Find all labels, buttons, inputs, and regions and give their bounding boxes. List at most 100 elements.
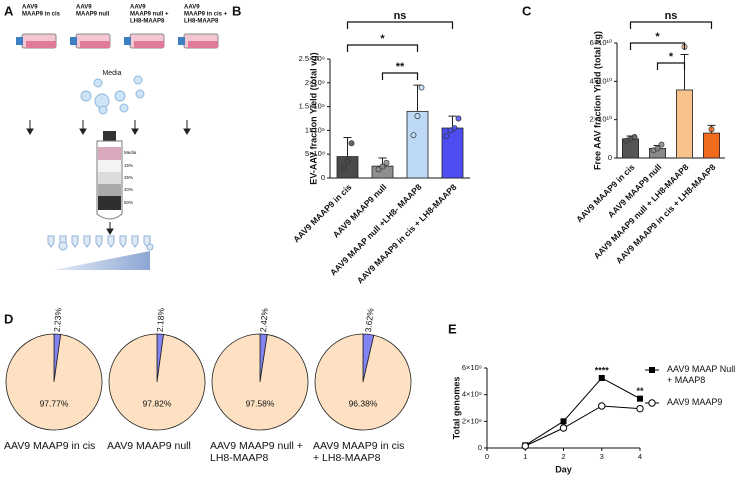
flask-label: MAAP9 in cis (22, 12, 61, 18)
pie-caption: AAV9 MAAP9 in cis + LH8-MAAP8 (313, 440, 405, 464)
pie-slice (211, 333, 309, 431)
pie-caption: AAV9 MAAP9 in cis (4, 440, 96, 452)
x-tick-label: 4 (638, 452, 642, 461)
pie-value-label: 97.58% (246, 398, 275, 408)
flask-label: MAAP9 in cis + (184, 12, 228, 18)
significance-label: * (380, 33, 385, 45)
significance-label: **** (595, 365, 610, 375)
pie-caption: AAV9 MAAP9 null (107, 440, 191, 452)
data-point (344, 158, 351, 165)
gradient-label: 40% (124, 187, 133, 192)
y-tick-label: 1.5×10⁹ (299, 102, 325, 111)
flask-label: AAV9 (76, 5, 92, 11)
flask-label: AAV9 (22, 5, 38, 11)
series-line (524, 377, 641, 446)
data-point (340, 164, 347, 171)
y-axis-label: Total genomes (451, 377, 461, 440)
y-tick-label: 2.5×10⁹ (299, 54, 325, 63)
flask-label: LH8-MAAP8 (184, 19, 219, 25)
significance-bracket (629, 21, 713, 29)
data-point (418, 84, 425, 91)
data-point (348, 140, 355, 147)
y-tick-label: 2×10⁹ (305, 78, 325, 87)
gradient-label: Media (124, 150, 137, 155)
legend-marker (649, 367, 655, 373)
media-label: Media (102, 70, 121, 77)
significance-bracket (346, 21, 454, 29)
data-point (379, 163, 386, 170)
pie-slice (5, 333, 103, 431)
bar (703, 132, 721, 159)
y-tick-label: 6×10⁹ (462, 363, 482, 372)
data-point (455, 115, 462, 122)
series-line (525, 405, 641, 447)
pie-value-label: 97.82% (143, 398, 172, 408)
x-tick-label: 0 (485, 452, 489, 461)
y-tick-label: 0 (321, 173, 325, 182)
data-point (631, 133, 638, 140)
data-point (383, 159, 390, 166)
data-point (560, 418, 567, 425)
arrows (26, 120, 191, 235)
gradient-label: 25% (124, 175, 133, 180)
data-point (451, 125, 458, 131)
panel-label: D (4, 311, 13, 326)
data-point (708, 126, 715, 133)
pie-slice (314, 333, 412, 431)
error-bar (680, 54, 689, 90)
pie-value-label: 2.18% (155, 307, 167, 332)
bar (676, 89, 694, 159)
media-vesicles (80, 75, 145, 115)
pie-value-label: 96.38% (349, 398, 378, 408)
significance-bracket (346, 44, 419, 52)
significance-bracket (656, 62, 686, 70)
data-point (443, 133, 450, 140)
pie-slice (108, 333, 206, 431)
significance-label: ns (665, 10, 678, 22)
y-tick-label: 6×10¹⁰ (590, 38, 612, 47)
flask-label: AAV9 (130, 5, 146, 11)
data-point (598, 402, 606, 410)
flask (16, 33, 57, 49)
significance-label: * (655, 31, 660, 43)
y-tick-label: 0 (608, 153, 612, 162)
diagram-flasks (16, 33, 219, 49)
y-tick-label: 5×10⁸ (305, 149, 325, 158)
significance-label: ns (394, 10, 407, 22)
x-tick-label: 2 (561, 452, 565, 461)
y-axis-label: Free AAV fraction Yield (total vg) (592, 31, 602, 170)
y-tick-label: 4×10⁹ (462, 390, 482, 399)
bar (406, 110, 429, 179)
pie-value-label: 2.23% (52, 307, 64, 332)
flask-label: LH8-MAAP8 (130, 19, 165, 25)
data-point (521, 442, 529, 450)
flask (178, 33, 219, 49)
pie-value-label: 2.42% (258, 307, 270, 332)
gradient-label: 60% (124, 200, 133, 205)
error-bar (343, 137, 352, 157)
y-tick-label: 0 (478, 443, 482, 452)
significance-label: ** (636, 386, 644, 396)
x-axis-label: Day (555, 464, 572, 474)
panel-label: B (232, 3, 241, 18)
flask (124, 33, 165, 49)
legend-marker (648, 399, 656, 407)
y-tick-label: 1×10⁹ (305, 125, 325, 134)
data-point (375, 166, 382, 173)
significance-bracket (629, 42, 686, 50)
data-point (414, 113, 421, 120)
panel-label: E (448, 321, 457, 336)
flask-label: MAAP9 null + (130, 12, 169, 18)
x-tick-label: 3 (600, 452, 604, 461)
data-point (410, 132, 417, 139)
data-point (637, 395, 643, 402)
significance-label: * (669, 51, 674, 63)
legend-label: AAV9 MAAP Null + MAAP8 (667, 364, 736, 385)
pie-value-label: 3.62% (363, 307, 376, 333)
pie-value-label: 97.77% (40, 398, 69, 408)
flask-label: MAAP9 null (76, 12, 110, 18)
y-axis-label: EV-AAV fraction Yield (total vg) (308, 52, 318, 184)
data-point (559, 424, 568, 432)
x-tick-label: 1 (523, 452, 527, 461)
